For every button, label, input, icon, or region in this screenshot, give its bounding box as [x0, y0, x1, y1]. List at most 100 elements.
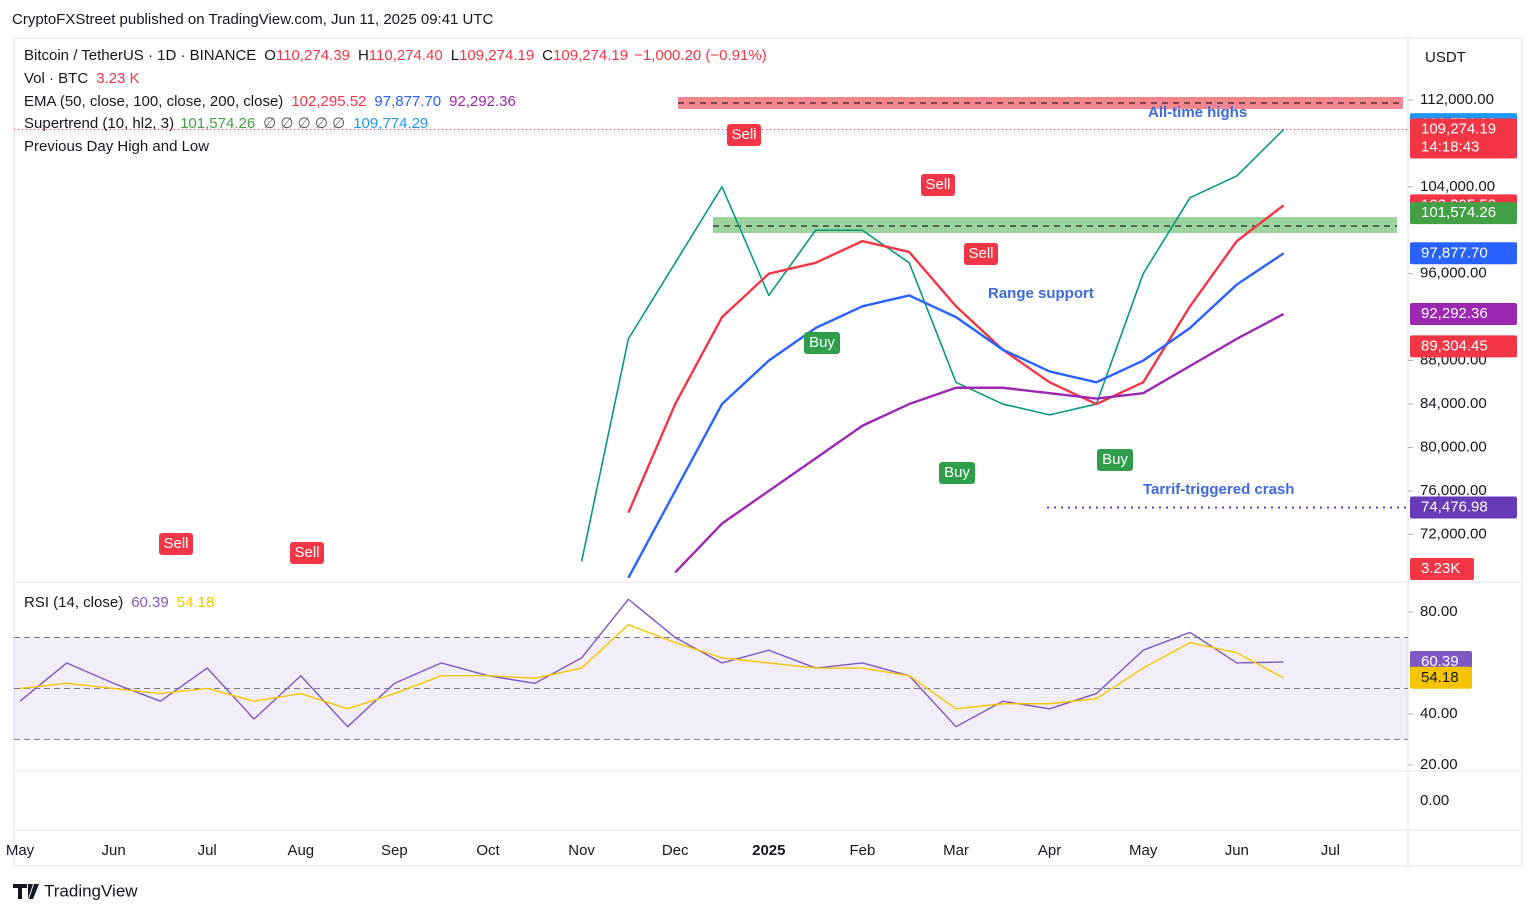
x-tick-label: Apr	[1038, 842, 1061, 859]
published: CryptoFXStreet published on TradingView.…	[12, 11, 494, 28]
buy-signal: Buy	[939, 462, 975, 484]
sell-signal: Sell	[964, 243, 998, 265]
x-tick-label: Jul	[1321, 842, 1340, 859]
y-tick-label: 80,000.00	[1420, 438, 1487, 455]
x-tick-label: Dec	[662, 842, 689, 859]
x-tick-label: Jun	[102, 842, 126, 859]
signal-text: Sell	[731, 126, 756, 143]
x-tick-label: Sep	[381, 842, 408, 859]
x-tick-label: Nov	[568, 842, 595, 859]
pdhl: Previous Day High and Low	[24, 138, 209, 155]
price-tag-label: 109,274.19	[1421, 120, 1496, 137]
x-tick-label: Jul	[198, 842, 217, 859]
ema-value: 102,295.52	[291, 93, 366, 110]
legend-line: Bitcoin / TetherUS · 1D · BINANCE O110,27…	[24, 47, 767, 64]
change: −1,000.20 (−0.91%)	[634, 47, 767, 64]
volume-tag	[1410, 558, 1474, 580]
price-tag	[1410, 302, 1517, 325]
st-title: Supertrend (10, hl2, 3)	[24, 115, 174, 132]
series-line	[674, 312, 1285, 574]
ohlc-key: H	[358, 47, 369, 64]
x-tick-label: 2025	[752, 842, 785, 859]
y-tick-label: 76,000.00	[1420, 482, 1487, 499]
series-line	[580, 128, 1285, 562]
price-tag-sublabel: 14:18:43	[1421, 138, 1479, 155]
price-tag	[1410, 496, 1517, 519]
y-tick-label: 96,000.00	[1420, 265, 1487, 282]
legend-line: EMA (50, close, 100, close, 200, close) 1…	[24, 93, 516, 110]
price-tag-label: 97,877.70	[1421, 244, 1488, 261]
signal-text: Sell	[925, 176, 950, 193]
price-tag-label: 74,476.98	[1421, 498, 1488, 515]
signal-text: Buy	[809, 334, 835, 351]
price-tag	[1410, 202, 1517, 225]
resistance-zone	[678, 97, 1403, 109]
y-tick-label: 104,000.00	[1420, 178, 1495, 195]
ohlc-key: O	[264, 47, 276, 64]
legend-line: RSI (14, close) 60.39 54.18	[24, 594, 214, 611]
series-line	[627, 252, 1285, 579]
sell-signal: Sell	[921, 174, 955, 196]
ema-value: 97,877.70	[374, 93, 441, 110]
vol-title: Vol · BTC	[24, 70, 88, 87]
price-tag-label: 89,304.45	[1421, 337, 1488, 354]
buy-signal: Buy	[1097, 449, 1133, 471]
rsi-title: RSI (14, close)	[24, 594, 123, 611]
annotation: Range support	[988, 285, 1094, 302]
y-tick-label: 20.00	[1420, 756, 1458, 773]
price-tag	[1410, 118, 1517, 159]
price-tag-label: 101,574.26	[1421, 204, 1496, 221]
ohlc-value: 109,274.19	[553, 47, 628, 64]
signal-text: Buy	[1102, 451, 1128, 468]
ohlc-value: 110,274.39	[276, 47, 350, 64]
brand: TradingView	[44, 881, 138, 900]
st-up: 101,574.26	[180, 115, 255, 132]
sell-signal: Sell	[159, 533, 193, 555]
x-tick-label: Jun	[1225, 842, 1249, 859]
ema-title: EMA (50, close, 100, close, 200, close)	[24, 93, 283, 110]
annotation: Tarrif-triggered crash	[1143, 481, 1294, 498]
x-tick-label: Oct	[476, 842, 500, 859]
x-tick-label: May	[1129, 842, 1158, 859]
price-tag	[1410, 242, 1517, 265]
price-tag-label: 92,292.36	[1421, 305, 1488, 322]
symbol: Bitcoin / TetherUS · 1D · BINANCE	[24, 47, 256, 64]
rsi-tag-label: 54.18	[1421, 669, 1459, 686]
series-line	[627, 204, 1285, 514]
chart-frame	[13, 37, 1523, 867]
support-zone	[713, 217, 1397, 233]
signal-text: Buy	[944, 464, 970, 481]
st-empty: ∅ ∅ ∅ ∅ ∅	[263, 115, 345, 132]
ema-value: 92,292.36	[449, 93, 516, 110]
rsi-value: 54.18	[177, 594, 215, 611]
axis-unit: USDT	[1425, 49, 1466, 66]
signal-text: Sell	[163, 535, 188, 552]
x-tick-label: Mar	[943, 842, 969, 859]
st-down: 109,774.29	[353, 115, 428, 132]
ohlc-value: 110,274.40	[369, 47, 443, 64]
price-tag	[1410, 335, 1517, 358]
logo	[13, 884, 39, 899]
y-tick-label: 40.00	[1420, 705, 1458, 722]
series-line	[19, 624, 1284, 710]
ohlc-value: 109,274.19	[459, 47, 534, 64]
rsi-value: 60.39	[131, 594, 169, 611]
rsi-tag-label: 60.39	[1421, 653, 1459, 670]
legend-line: Supertrend (10, hl2, 3) 101,574.26 ∅ ∅ ∅ ∅…	[24, 115, 428, 132]
signal-text: Sell	[968, 245, 993, 262]
volume-tag-label: 3.23K	[1421, 560, 1460, 577]
lower-pane-label: 0.00	[1420, 792, 1449, 809]
y-tick-label: 72,000.00	[1420, 525, 1487, 542]
ohlc-key: L	[451, 47, 459, 64]
vol-value: 3.23 K	[96, 70, 139, 87]
y-tick-label: 84,000.00	[1420, 395, 1487, 412]
rsi-tag	[1410, 666, 1472, 689]
signal-text: Sell	[294, 544, 319, 561]
ohlc-key: C	[542, 47, 553, 64]
x-tick-label: Feb	[849, 842, 875, 859]
y-tick-label: 80.00	[1420, 603, 1458, 620]
x-tick-label: Aug	[287, 842, 314, 859]
buy-signal: Buy	[804, 332, 840, 354]
sell-signal: Sell	[727, 124, 761, 146]
